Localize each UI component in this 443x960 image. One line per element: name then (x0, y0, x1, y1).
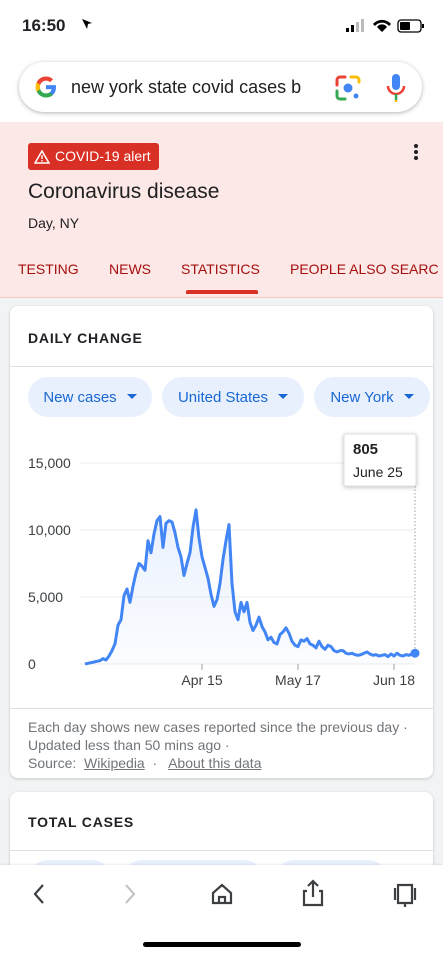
warning-icon (34, 149, 50, 164)
tabs-button[interactable] (393, 883, 417, 907)
more-menu[interactable] (410, 143, 422, 163)
filter-chip[interactable]: United States (162, 377, 304, 417)
highlight-point (410, 648, 420, 658)
dropdown-arrow (278, 394, 289, 399)
filter-chip[interactable]: New York (314, 377, 430, 417)
tooltip-value: 805 (353, 441, 378, 458)
filter-chip[interactable]: New cases (28, 377, 152, 417)
search-query[interactable]: new york state covid cases b (71, 77, 302, 97)
card-title: DAILY CHANGE (28, 330, 143, 346)
clock: 16:50 (22, 16, 66, 35)
y-tick-label: 15,000 (28, 455, 71, 471)
tooltip (343, 433, 417, 487)
footnote: Each day shows new cases reported since … (28, 719, 408, 753)
alert-text: COVID-19 alert (55, 148, 151, 164)
chip-text: New York (330, 388, 394, 406)
forward-button (125, 884, 136, 904)
x-tick-label: Apr 15 (181, 672, 222, 688)
x-tick-label: May 17 (275, 672, 321, 688)
line (84, 508, 416, 666)
status-bar (0, 0, 443, 52)
dropdown-arrow (126, 394, 137, 399)
y-tick-label: 0 (28, 656, 36, 672)
source-label: Source: (28, 755, 77, 771)
back-button[interactable] (33, 884, 44, 904)
home-button[interactable] (211, 883, 233, 905)
tab[interactable]: TESTING (18, 261, 79, 277)
source-line: Source: Wikipedia · About this data (28, 755, 262, 771)
y-tick-label: 5,000 (28, 589, 63, 605)
divider (10, 850, 433, 851)
voice-button[interactable] (384, 72, 408, 104)
subtitle: Day, NY (28, 215, 80, 231)
chip-text: United States (177, 388, 269, 406)
card-title: TOTAL CASES (28, 814, 135, 830)
nav-icons (33, 879, 417, 947)
search-box[interactable] (19, 62, 422, 112)
home-indicator (143, 942, 301, 947)
alert-badge: COVID-19 alert (28, 143, 159, 170)
title: Coronavirus disease (28, 180, 220, 203)
y-tick-label: 10,000 (28, 522, 71, 538)
about-link[interactable]: About this data (168, 755, 262, 771)
divider (10, 708, 433, 709)
x-tick-label: Jun 18 (373, 672, 415, 688)
query-fade (300, 72, 330, 102)
lens-button[interactable] (333, 73, 363, 103)
chart: 0 5,000 10,000 15,000 Apr 15 May 17 Jun 18 805 J… (28, 433, 420, 688)
tooltip-date: June 25 (353, 464, 403, 480)
source-link[interactable]: Wikipedia (84, 755, 145, 771)
chip-text: New cases (43, 388, 117, 406)
divider (10, 366, 433, 367)
share-button[interactable] (302, 879, 324, 907)
dropdown-arrow (403, 394, 414, 399)
area (85, 509, 415, 664)
google-logo (35, 76, 56, 98)
tab[interactable]: NEWS (109, 261, 151, 277)
status-icons (82, 19, 424, 33)
tab[interactable]: PEOPLE ALSO SEARC (290, 261, 439, 277)
tab[interactable]: STATISTICS (181, 261, 260, 277)
active-tab-indicator (186, 290, 258, 294)
